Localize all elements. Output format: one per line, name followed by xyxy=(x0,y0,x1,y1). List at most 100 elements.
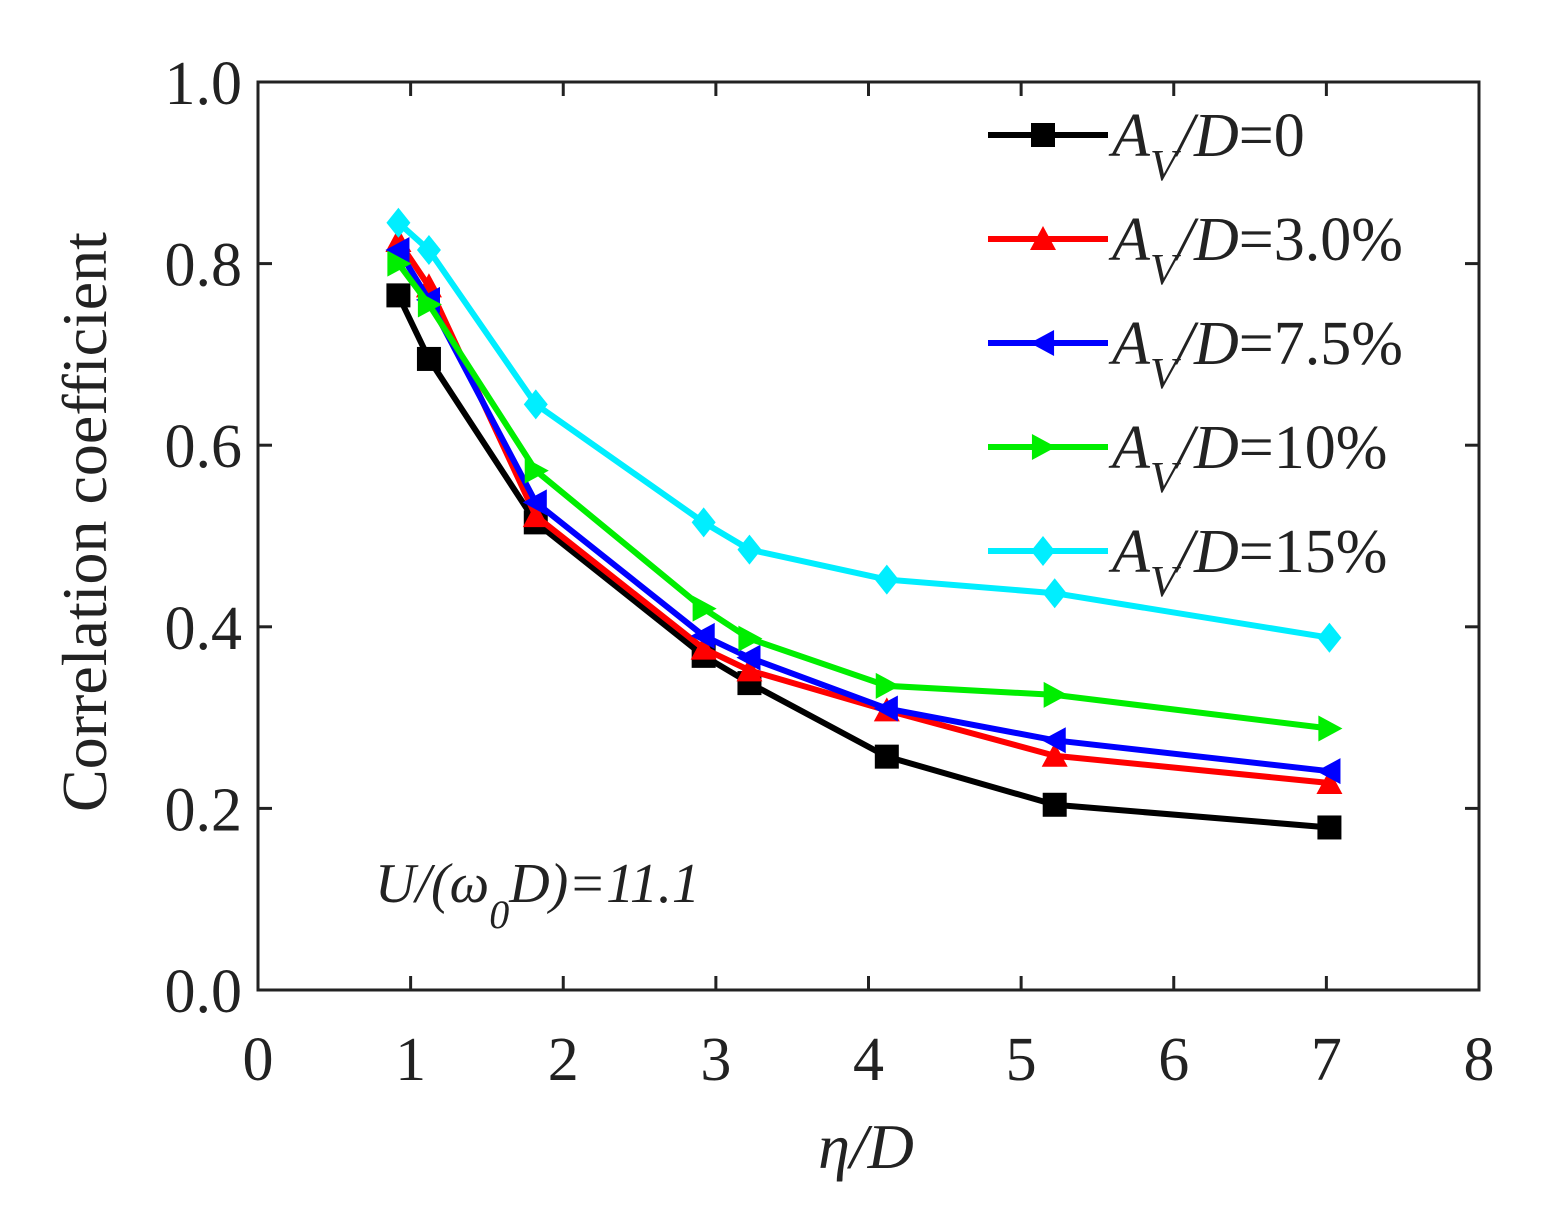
x-tick-label: 4 xyxy=(853,1026,884,1094)
data-point xyxy=(1042,792,1067,817)
data-point xyxy=(1316,769,1343,795)
legend-label-tail: /D=15% xyxy=(1174,518,1388,586)
series-line xyxy=(396,220,1330,641)
annotation-subscript: 0 xyxy=(489,892,509,937)
y-tick-label: 0.0 xyxy=(165,958,243,1026)
legend-label-main: A xyxy=(1108,102,1151,170)
legend-marker xyxy=(1031,123,1055,147)
series-layer xyxy=(385,207,1343,840)
annotation-text: U/(ω0D)=11.1 xyxy=(375,853,700,937)
legend-item-2: AV/D=7.5% xyxy=(988,310,1403,398)
legend-label-var: /D xyxy=(1174,102,1239,170)
data-point xyxy=(691,507,716,538)
legend-item-3: AV/D=10% xyxy=(988,414,1387,502)
x-axis-title: η/D xyxy=(818,1111,914,1182)
data-point xyxy=(1317,815,1342,840)
ticks-layer: 0 1 2 3 4 5 6 7 8 0.0 0.2 0.4 0.6 0.8 1.0 xyxy=(165,50,1495,1094)
x-tick-label: 8 xyxy=(1464,1026,1495,1094)
data-point xyxy=(873,695,898,722)
data-point xyxy=(416,234,441,265)
data-point xyxy=(1317,622,1342,653)
legend-label-sub: V xyxy=(1150,557,1182,606)
annotation-main: U/(ω xyxy=(375,853,489,915)
data-point xyxy=(522,489,547,516)
legend-label-value: =15% xyxy=(1239,518,1388,586)
x-tick-label: 3 xyxy=(700,1026,731,1094)
legend-item-4: AV/D=15% xyxy=(988,518,1387,606)
data-point xyxy=(387,250,412,277)
legend-marker xyxy=(1030,330,1055,356)
data-point xyxy=(523,389,548,420)
legend-item-1: AV/D=3.0% xyxy=(988,206,1403,294)
legend-item-0: AV/D=0 xyxy=(988,102,1305,190)
legend-label-tail: /D=10% xyxy=(1174,414,1388,482)
legend-label-var: /D xyxy=(1174,206,1239,274)
legend-label-var: /D xyxy=(1174,414,1239,482)
legend-marker xyxy=(1031,536,1055,566)
legend-label-value: =7.5% xyxy=(1239,310,1403,378)
y-tick-label: 0.8 xyxy=(165,232,243,300)
legend-marker xyxy=(1031,434,1056,460)
data-point xyxy=(417,291,442,318)
legend-label-value: =0 xyxy=(1239,102,1305,170)
legend-label-tail: /D=0 xyxy=(1174,102,1305,170)
legend-marker xyxy=(1030,226,1056,251)
data-point xyxy=(874,564,899,595)
legend-label-sub: V xyxy=(1150,245,1182,294)
y-tick-label: 1.0 xyxy=(165,50,243,118)
data-point xyxy=(736,644,761,671)
data-point xyxy=(875,672,900,699)
series-3 xyxy=(387,250,1343,742)
x-tick-label: 6 xyxy=(1158,1026,1189,1094)
x-tick-label: 5 xyxy=(1006,1026,1037,1094)
data-point xyxy=(386,283,411,308)
annotation-tail: D)=11.1 xyxy=(508,853,700,915)
data-point xyxy=(1041,727,1066,754)
x-tick-label: 2 xyxy=(548,1026,579,1094)
legend-label-tail: /D=7.5% xyxy=(1174,310,1403,378)
data-point xyxy=(385,236,410,263)
y-tick-label: 0.2 xyxy=(165,776,243,844)
legend-layer: AV/D=0AV/D=3.0%AV/D=7.5%AV/D=10%AV/D=15% xyxy=(988,102,1403,606)
legend-label-var: /D xyxy=(1174,310,1239,378)
legend-label-main: A xyxy=(1108,414,1151,482)
legend-label-sub: V xyxy=(1150,141,1182,190)
legend-label-main: A xyxy=(1108,206,1151,274)
data-point xyxy=(690,635,717,660)
data-point xyxy=(416,346,441,371)
data-point xyxy=(1318,715,1343,742)
data-point xyxy=(1041,742,1068,767)
y-tick-label: 0.6 xyxy=(165,413,243,481)
y-axis-title: Correlation coefficient xyxy=(49,232,120,812)
data-point xyxy=(736,657,763,682)
legend-label-value: =10% xyxy=(1239,414,1388,482)
data-point xyxy=(1316,758,1341,785)
x-tick-label: 1 xyxy=(395,1026,426,1094)
legend-label-var: /D xyxy=(1174,518,1239,586)
legend-label: AV/D=0 xyxy=(1108,102,1305,190)
series-4 xyxy=(386,207,1342,653)
series-line xyxy=(395,294,1330,831)
data-point xyxy=(524,457,549,484)
legend-label-sub: V xyxy=(1150,453,1182,502)
series-line xyxy=(396,261,1330,732)
data-point xyxy=(874,744,899,769)
data-point xyxy=(1043,681,1068,708)
data-point xyxy=(692,595,717,622)
x-tick-label: 0 xyxy=(243,1026,274,1094)
x-tick-label: 7 xyxy=(1311,1026,1342,1094)
data-point xyxy=(690,622,715,649)
series-line xyxy=(395,239,1330,786)
legend-label-main: A xyxy=(1108,310,1151,378)
legend-label: AV/D=7.5% xyxy=(1108,310,1403,398)
legend-label-main: A xyxy=(1108,518,1151,586)
legend-label-sub: V xyxy=(1150,349,1182,398)
legend-label-value: =3.0% xyxy=(1239,206,1403,274)
y-tick-label: 0.4 xyxy=(165,595,243,663)
data-point xyxy=(386,207,411,238)
data-point xyxy=(1042,578,1067,609)
legend-label: AV/D=15% xyxy=(1108,518,1387,606)
data-point xyxy=(522,503,549,528)
data-point xyxy=(738,625,763,652)
